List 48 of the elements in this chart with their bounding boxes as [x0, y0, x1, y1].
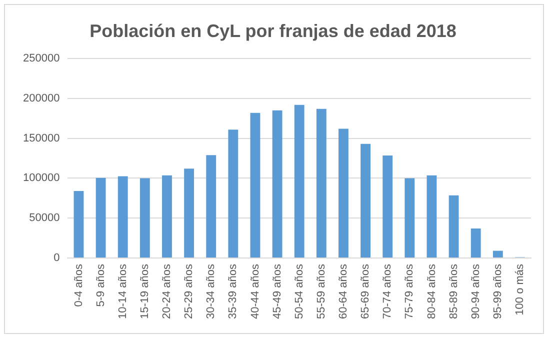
- x-tick-label: 10-14 años: [116, 263, 129, 320]
- x-tick-label: 85-89 años: [448, 263, 460, 320]
- x-tick-label: 75-79 años: [404, 263, 416, 320]
- bar: [162, 175, 172, 258]
- bar: [426, 175, 437, 258]
- y-tick-label: 0: [54, 252, 60, 264]
- bar: [338, 128, 348, 258]
- bar: [228, 130, 238, 258]
- bar: [404, 178, 415, 258]
- bar: [382, 155, 393, 258]
- x-tick-label: 45-49 años: [271, 263, 284, 320]
- bar: [96, 178, 106, 258]
- bar: [272, 110, 282, 258]
- x-tick-label: 100 o más: [514, 263, 526, 316]
- x-tick-label: 20-24 años: [161, 263, 174, 320]
- x-tick-label: 95-99 años: [492, 263, 504, 320]
- x-tick-label: 30-34 años: [205, 263, 218, 320]
- x-tick-label: 60-64 años: [338, 263, 350, 320]
- x-tick-label: 15-19 años: [138, 263, 151, 320]
- bar: [74, 190, 84, 258]
- x-tick-label: 55-59 años: [315, 263, 328, 320]
- x-tick-label: 5-9 años: [94, 263, 107, 307]
- chart-title: Población en CyL por franjas de edad 2018: [90, 20, 456, 41]
- y-tick-label: 50000: [29, 212, 60, 224]
- bar: [250, 112, 260, 258]
- bar: [448, 195, 459, 258]
- x-tick-label: 90-94 años: [470, 263, 482, 320]
- bar: [316, 108, 326, 258]
- x-tick-label: 35-39 años: [227, 263, 240, 320]
- x-tick-label: 70-74 años: [382, 263, 394, 320]
- bar: [184, 168, 194, 258]
- y-tick-label: 200000: [22, 92, 60, 105]
- bar: [140, 178, 150, 258]
- bar: [118, 176, 128, 258]
- x-tick-label: 65-69 años: [360, 263, 372, 320]
- y-tick-label: 100000: [22, 172, 60, 184]
- y-tick-label: 250000: [22, 52, 60, 65]
- bar: [492, 250, 503, 258]
- y-tick-label: 150000: [22, 132, 60, 144]
- x-tick-label: 80-84 años: [426, 263, 438, 320]
- x-tick-label: 50-54 años: [293, 263, 306, 320]
- x-tick-label: 25-29 años: [183, 263, 196, 320]
- x-tick-label: 0-4 años: [72, 263, 85, 307]
- bar: [470, 228, 481, 258]
- bar: [294, 104, 304, 258]
- x-tick-label: 40-44 años: [249, 263, 262, 320]
- bar: [206, 155, 216, 258]
- bar: [360, 144, 370, 258]
